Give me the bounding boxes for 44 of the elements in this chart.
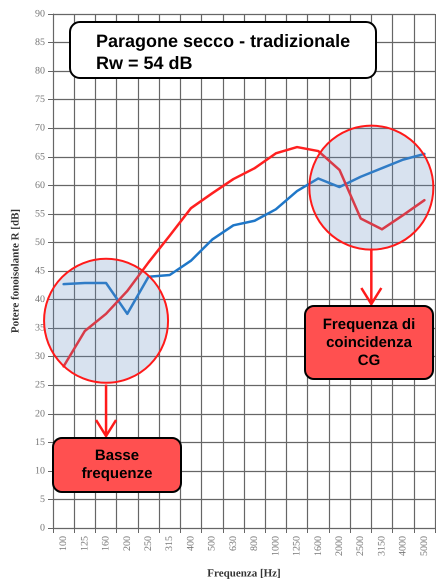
y-tick-label: 40 [35, 294, 45, 306]
x-tick-label: 500 [206, 536, 218, 551]
y-tick-label: 0 [40, 522, 45, 534]
y-tick-label: 85 [35, 37, 45, 48]
y-tick-label: 50 [35, 236, 45, 248]
x-tick-label: 5000 [418, 536, 430, 556]
x-tick-label: 4000 [398, 536, 409, 556]
y-tick-label: 60 [35, 180, 45, 191]
x-tick-label: 1600 [312, 536, 324, 556]
x-axis-title: Frequenza [Hz] [207, 568, 281, 580]
x-tick-label: 315 [164, 536, 176, 551]
y-tick-label: 10 [35, 465, 45, 476]
x-tick-label: 1250 [292, 536, 303, 556]
annotation: Basse frequenze [80, 447, 154, 483]
callout-box: Basse frequenze [52, 437, 182, 493]
y-tick-label: 75 [35, 94, 45, 106]
x-tick-label: 250 [143, 536, 154, 551]
x-tick-label: 160 [100, 536, 112, 551]
y-tick-label: 55 [35, 208, 45, 220]
y-tick-label: 90 [35, 8, 45, 20]
callout-box: Frequenza di coincidenza CG [304, 305, 434, 380]
x-tick-label: 100 [58, 536, 70, 551]
annotation: Frequenza di coincidenza CG [322, 316, 416, 370]
x-tick-label: 1000 [270, 536, 282, 556]
y-tick-label: 25 [35, 380, 45, 391]
y-tick-label: 70 [35, 122, 45, 134]
text: Paragone secco - tradizionale [96, 31, 350, 51]
y-tick-label: 20 [35, 408, 45, 420]
x-tick-label: 800 [249, 536, 260, 551]
y-tick-label: 15 [35, 436, 45, 448]
y-tick-label: 80 [35, 66, 45, 77]
x-tick-label: 630 [228, 536, 239, 551]
y-tick-label: 5 [40, 494, 45, 505]
x-tick-label: 3150 [376, 536, 388, 556]
x-tick-label: 125 [79, 536, 90, 551]
y-axis-title: Potere fonoisolante R [dB] [10, 208, 22, 334]
y-tick-label: 45 [35, 266, 45, 276]
text: Rw = 54 dB [96, 53, 193, 73]
y-tick-label: 30 [35, 351, 45, 362]
x-tick-label: 2500 [355, 536, 366, 556]
x-tick-label: 200 [122, 536, 133, 551]
x-tick-label: 2000 [334, 536, 345, 556]
y-tick-label: 65 [35, 151, 45, 162]
x-tick-label: 400 [185, 536, 196, 551]
